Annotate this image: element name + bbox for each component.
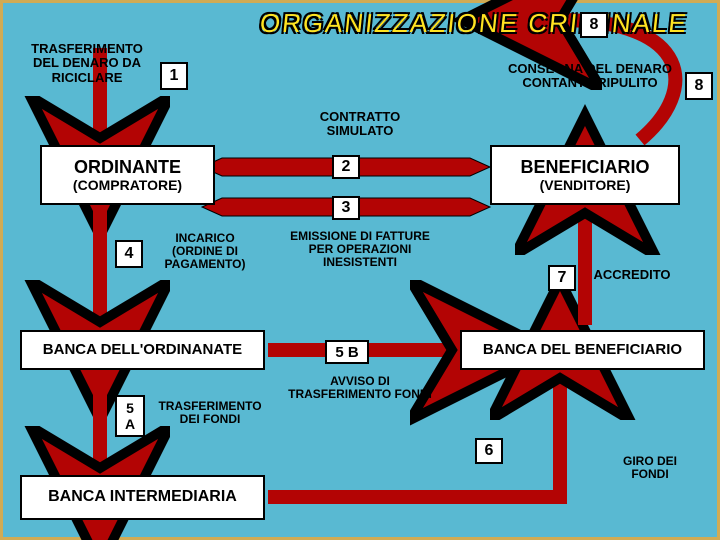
num-6: 6 <box>475 438 503 464</box>
ordinante-line1: ORDINANTE <box>73 157 182 178</box>
box-banca-ben: BANCA DEL BENEFICIARIO <box>460 330 705 370</box>
num-7: 7 <box>548 265 576 291</box>
label-giro: GIRO DEI FONDI <box>605 455 695 481</box>
label-contratto: CONTRATTO SIMULATO <box>300 110 420 139</box>
ordinante-line2: (COMPRATORE) <box>73 177 182 193</box>
box-banca-int: BANCA INTERMEDIARIA <box>20 475 265 520</box>
num-5b: 5 B <box>325 340 369 364</box>
num-1: 1 <box>160 62 188 90</box>
label-accred: ACCREDITO <box>582 268 682 282</box>
box-beneficiario: BENEFICIARIO (VENDITORE) <box>490 145 680 205</box>
beneficiario-line2: (VENDITORE) <box>520 177 649 193</box>
num-8t: 8 <box>580 12 608 38</box>
beneficiario-line1: BENEFICIARIO <box>520 157 649 178</box>
label-consegna: CONSEGNA DEL DENARO CONTANTE RIPULITO <box>490 62 690 91</box>
label-fatture: EMISSIONE DI FATTURE PER OPERAZIONI INES… <box>275 230 445 270</box>
box-banca-ord: BANCA DELL'ORDINANATE <box>20 330 265 370</box>
num-4: 4 <box>115 240 143 268</box>
num-3: 3 <box>332 196 360 220</box>
label-trasfondi: TRASFERIMENTO DEI FONDI <box>145 400 275 426</box>
label-trasf: TRASFERIMENTO DEL DENARO DA RICICLARE <box>12 42 162 85</box>
box-ordinante: ORDINANTE (COMPRATORE) <box>40 145 215 205</box>
label-avviso: AVVISO DI TRASFERIMENTO FONDI <box>270 375 450 401</box>
label-incarico: INCARICO (ORDINE DI PAGAMENTO) <box>145 232 265 272</box>
num-2: 2 <box>332 155 360 179</box>
num-5a: 5 A <box>115 395 145 437</box>
title: ORGANIZZAZIONE CRIMINALE <box>258 8 689 39</box>
